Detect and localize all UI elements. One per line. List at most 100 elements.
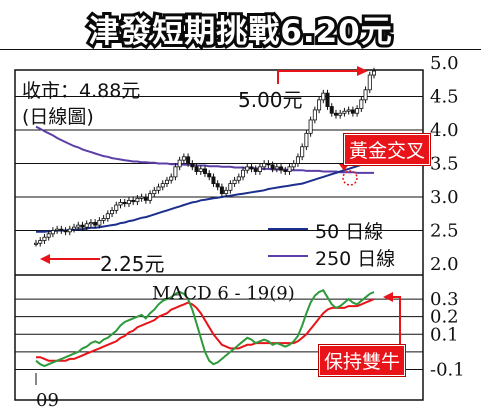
hold-bull-tag: 保持雙牛: [317, 344, 407, 377]
candle-body: [156, 186, 161, 191]
candle-body: [72, 226, 77, 230]
candle-body: [253, 168, 258, 172]
candle-body: [46, 233, 51, 238]
candle-body: [350, 109, 355, 114]
high-arrowhead: [357, 66, 368, 76]
candle-body: [198, 168, 203, 172]
candle-body: [295, 156, 300, 164]
candle-body: [169, 176, 174, 181]
candle-body: [84, 223, 89, 228]
y-tick-label: 0.3: [430, 289, 459, 310]
candle-body: [202, 168, 207, 174]
y-tick-label: 3.5: [430, 154, 459, 175]
chart-kind-label: (日線圖): [22, 106, 94, 128]
candle-body: [245, 166, 250, 171]
candle-body: [97, 220, 102, 226]
candle-body: [300, 146, 305, 158]
title-bar: 津發短期挑戰6.20元: [0, 0, 481, 53]
candle-body: [186, 156, 191, 164]
candle-body: [338, 112, 343, 116]
candle-body: [241, 169, 246, 178]
golden-cross-marker: [342, 170, 358, 186]
golden-cross-arrowhead: [339, 164, 349, 171]
candle-body: [114, 204, 119, 211]
candle-body: [329, 106, 334, 114]
candle-body: [291, 163, 296, 168]
candle-body: [312, 109, 317, 121]
macd-title: MACD 6 - 19(9): [152, 283, 295, 304]
candle-body: [101, 218, 106, 221]
candle-body: [135, 197, 140, 203]
high-arrow: [277, 70, 358, 84]
candle-body: [152, 189, 157, 195]
candle-body: [279, 166, 284, 171]
candle-body: [308, 119, 313, 134]
y-tick-label: 5.0: [430, 53, 459, 74]
candle-body: [177, 159, 182, 168]
candle-body: [317, 99, 322, 111]
candle-body: [325, 92, 330, 107]
candle-body: [371, 70, 376, 76]
y-tick-label: 2.5: [430, 221, 459, 242]
candle-body: [76, 224, 81, 228]
candle-body: [80, 224, 85, 228]
hold-bull-arrow: [392, 296, 401, 344]
candle-body: [110, 209, 115, 215]
candle-body: [190, 163, 195, 168]
macd-fast-line: [35, 289, 375, 368]
y-tick-label: 4.5: [430, 87, 459, 108]
candle-body: [143, 196, 148, 201]
candle-body: [131, 199, 136, 203]
candle-body: [287, 166, 292, 172]
candle-body: [224, 189, 229, 195]
chart-title: 津發短期挑戰6.20元: [85, 11, 395, 53]
candle-body: [304, 132, 309, 148]
candle-body: [160, 183, 165, 188]
candle-body: [194, 166, 199, 172]
candle-body: [50, 230, 55, 235]
candle-body: [228, 183, 233, 191]
candle-body: [333, 112, 338, 116]
candle-body: [181, 156, 186, 161]
ma50-line: [36, 158, 375, 233]
candle-body: [355, 108, 360, 114]
x-tick-label: 09: [36, 390, 59, 411]
y-tick-label: -0.1: [430, 359, 465, 380]
low-arrowhead: [40, 254, 50, 264]
y-tick-label: 3.0: [430, 187, 459, 208]
candle-body: [342, 110, 347, 114]
candle-body: [270, 164, 275, 170]
y-tick-label: 0.1: [430, 324, 459, 345]
candle-body: [283, 169, 288, 172]
candle-body: [67, 228, 72, 233]
golden-cross-tag: 黃金交叉: [342, 133, 432, 166]
candle-body: [215, 183, 220, 188]
candle-body: [122, 201, 127, 205]
candle-body: [266, 163, 271, 166]
ma250-line: [35, 125, 374, 174]
candle-body: [262, 163, 267, 168]
candle-body: [126, 199, 131, 205]
candle-body: [321, 92, 326, 101]
candle-body: [274, 166, 279, 170]
candle-body: [93, 222, 98, 226]
y-tick-label: 4.0: [430, 120, 459, 141]
hold-bull-arrowhead: [383, 292, 393, 302]
candle-body: [42, 236, 47, 241]
candle-body: [207, 173, 212, 178]
candle-body: [59, 228, 64, 231]
low-price-label: 2.25元: [100, 252, 165, 276]
candle-body: [249, 166, 254, 170]
candle-body: [363, 89, 368, 101]
candle-body: [219, 186, 224, 195]
y-tick-label: 0.2: [430, 307, 459, 328]
candle-body: [164, 179, 169, 184]
high-price-label: 5.00元: [238, 88, 303, 112]
legend-label-ma50: 50 日線: [315, 221, 384, 243]
candle-body: [34, 242, 39, 245]
candle-body: [173, 166, 178, 178]
candle-body: [346, 109, 351, 112]
candle-body: [232, 179, 237, 184]
